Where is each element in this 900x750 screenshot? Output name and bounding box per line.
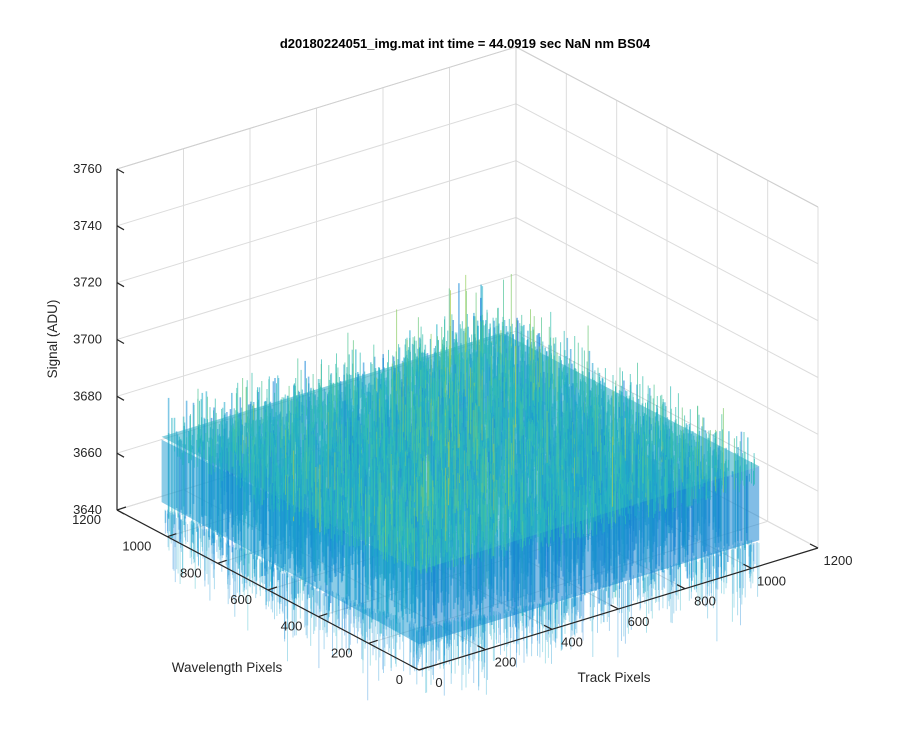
wall-grid-line <box>515 160 819 322</box>
wall-grid-line <box>515 273 819 435</box>
surface-left-face <box>161 439 420 645</box>
wall-grid-line <box>515 217 819 378</box>
wall-grid-line <box>116 217 517 340</box>
surface-front-face <box>419 466 760 645</box>
wall-grid-line <box>116 160 517 284</box>
wall-grid-line <box>515 103 819 265</box>
box-edge <box>515 46 819 208</box>
wall-grid-line <box>116 103 517 227</box>
box-edge <box>116 46 517 170</box>
surface-data <box>161 274 760 701</box>
